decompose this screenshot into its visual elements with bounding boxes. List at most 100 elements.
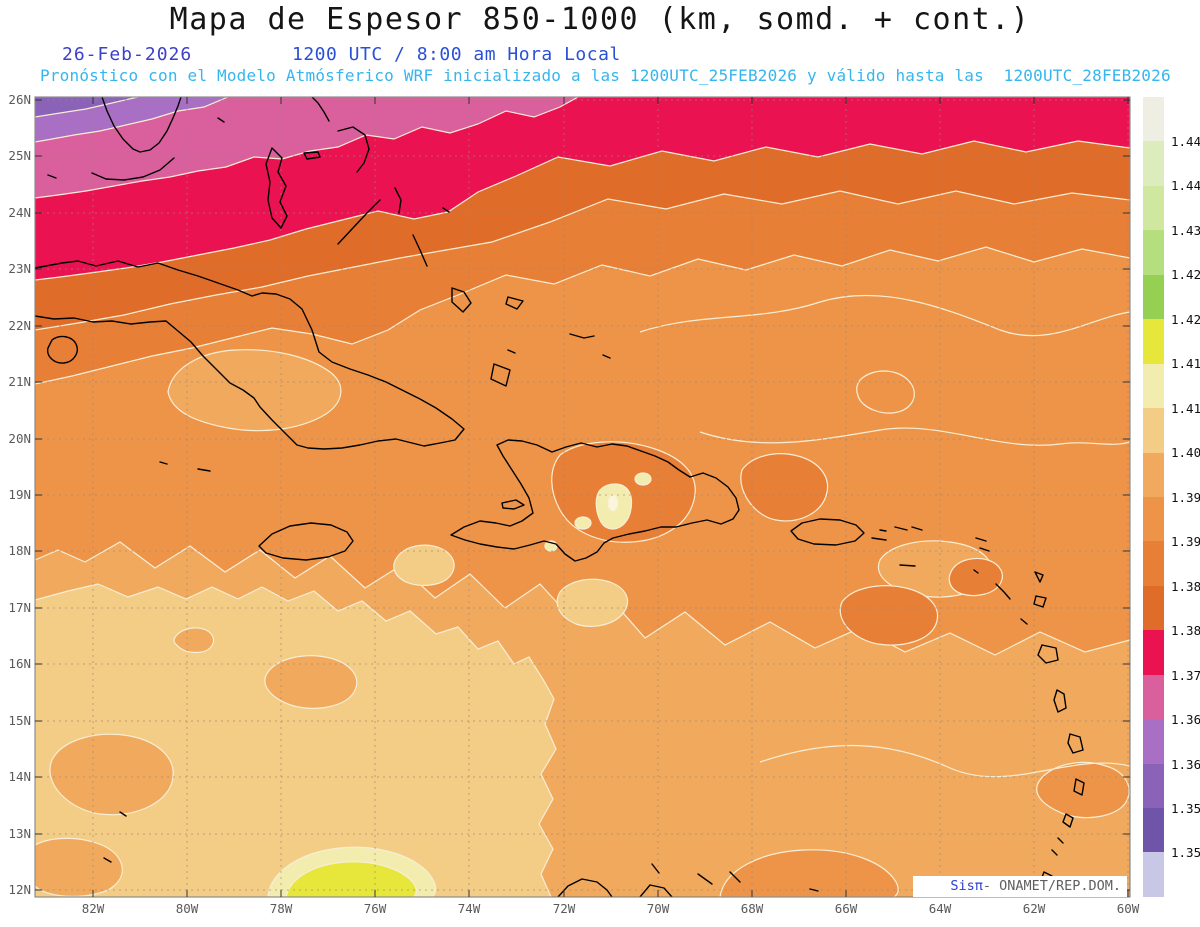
lat-label: 26N: [8, 92, 31, 107]
lon-label: 72W: [553, 901, 576, 916]
colorbar-swatch: [1143, 496, 1164, 542]
valid-date-label: 26-Feb-2026: [62, 44, 193, 65]
coastline-cayman-islands: [159, 461, 211, 472]
coastline-cuba: [35, 260, 465, 450]
decorative-contour-lines: [639, 294, 1130, 778]
lat-label: 18N: [8, 543, 31, 558]
fill-orange-in-wheat-3: [264, 655, 358, 709]
lon-label: 70W: [647, 901, 670, 916]
coastline-hispaniola: [450, 439, 740, 562]
graticule-grid: [35, 97, 1130, 897]
lon-label: 80W: [176, 901, 199, 916]
map-frame: [34, 96, 1131, 898]
coastline-puerto-rico: [790, 518, 887, 546]
colorbar-label: 1.35: [1171, 845, 1200, 860]
colorbar-swatch: [1143, 808, 1164, 853]
lon-label: 60W: [1117, 901, 1140, 916]
page-title: Mapa de Espesor 850-1000 (km, somd. + co…: [169, 2, 1031, 37]
latitude-grid-lines: [35, 99, 1130, 891]
coastline-jamaica: [258, 522, 354, 561]
fill-orange-blob-bottom-center: [719, 849, 899, 897]
lon-label: 64W: [929, 901, 952, 916]
lon-label: 66W: [835, 901, 858, 916]
lat-label: 23N: [8, 261, 31, 276]
colorbar-swatch: [1143, 630, 1164, 675]
lon-label: 74W: [458, 901, 481, 916]
fill-orange-in-wheat-1: [49, 733, 174, 816]
colorbar-label: 1.428: [1171, 267, 1200, 282]
fill-pale-spot-hispaniola-2: [574, 516, 592, 530]
colorbar-swatch: [1143, 363, 1164, 409]
colorbar-swatch: [1143, 97, 1164, 142]
colorbar-label: 1.446: [1171, 134, 1200, 149]
lat-label: 13N: [8, 826, 31, 841]
fill-pale-spot-hispaniola-3: [634, 472, 652, 486]
fill-orange-in-wheat-4: [173, 627, 215, 654]
coastline-florida: [47, 97, 182, 181]
lat-label: 19N: [8, 487, 31, 502]
coastline-bahamas: [217, 97, 611, 387]
lon-label: 62W: [1023, 901, 1046, 916]
lat-label: 21N: [8, 374, 31, 389]
fill-corner-1356-1362: [35, 97, 139, 118]
fill-dark-patch-mona: [740, 453, 829, 522]
colorbar-label: 1.434: [1171, 223, 1200, 238]
watermark: Sisπ- ONAMET/REP.DOM.: [913, 876, 1127, 897]
fill-dark-patch-se1: [839, 585, 939, 646]
colorbar-label: 1.416: [1171, 356, 1200, 371]
fill-wheat-blob-1: [556, 578, 629, 627]
coastline-south-america: [103, 811, 819, 897]
colorbar-swatch: [1143, 274, 1164, 320]
colorbar-label: 1.386: [1171, 579, 1200, 594]
fill-orange-in-wheat-2: [35, 837, 123, 897]
fill-wheat-blob-2: [393, 544, 455, 586]
watermark-brand: Sisπ: [950, 878, 983, 894]
colorbar-label: 1.44: [1171, 178, 1200, 193]
colorbar-swatch: [1143, 230, 1164, 275]
coastline-lesser-antilles: [894, 526, 1085, 886]
lat-label: 20N: [8, 431, 31, 446]
colorbar-label: 1.362: [1171, 757, 1200, 772]
lon-label: 78W: [270, 901, 293, 916]
colorbar-label: 1.38: [1171, 623, 1200, 638]
colorbar: [1143, 97, 1164, 897]
lat-label: 22N: [8, 318, 31, 333]
valid-time-label: 1200 UTC / 8:00 am Hora Local: [292, 44, 621, 65]
contour-line: [759, 744, 1130, 778]
contour-line: [856, 370, 915, 414]
lat-label: 14N: [8, 769, 31, 784]
fill-wheat-southwest-1404-1410: [35, 583, 557, 897]
longitude-axis: 82W 80W 78W 76W 74W 72W 70W 68W 66W 64W …: [82, 901, 1140, 916]
thickness-fill-regions: [35, 97, 1130, 897]
contour-line: [639, 294, 1130, 337]
colorbar-label: 1.356: [1171, 801, 1200, 816]
colorbar-swatch: [1143, 141, 1164, 186]
lat-label: 25N: [8, 148, 31, 163]
lat-label: 24N: [8, 205, 31, 220]
colorbar-swatch: [1143, 408, 1164, 453]
colorbar-swatch: [1143, 585, 1164, 631]
colorbar-label: 1.398: [1171, 490, 1200, 505]
colorbar-swatch: [1143, 185, 1164, 231]
colorbar-label: 1.404: [1171, 445, 1200, 460]
colorbar-swatch: [1143, 541, 1164, 586]
coastlines: [35, 97, 1085, 897]
colorbar-swatch: [1143, 852, 1164, 897]
lat-label: 15N: [8, 713, 31, 728]
colorbar-swatch: [1143, 719, 1164, 764]
lon-label: 82W: [82, 901, 105, 916]
colorbar-label: 1.41: [1171, 401, 1200, 416]
fill-pale-spot-core: [607, 494, 619, 512]
forecast-description: Pronóstico con el Modelo Atmósferico WRF…: [40, 66, 1171, 85]
contour-line: [699, 427, 1130, 446]
colorbar-label: 1.368: [1171, 712, 1200, 727]
fill-yellow-blob-bottom: [285, 861, 417, 897]
lat-label: 12N: [8, 882, 31, 897]
fill-dark-patch-se2: [948, 557, 1003, 597]
colorbar-swatch: [1143, 763, 1164, 808]
fill-light-patch-cuba-south: [167, 349, 342, 432]
colorbar-swatch: [1143, 674, 1164, 720]
lon-label: 76W: [364, 901, 387, 916]
